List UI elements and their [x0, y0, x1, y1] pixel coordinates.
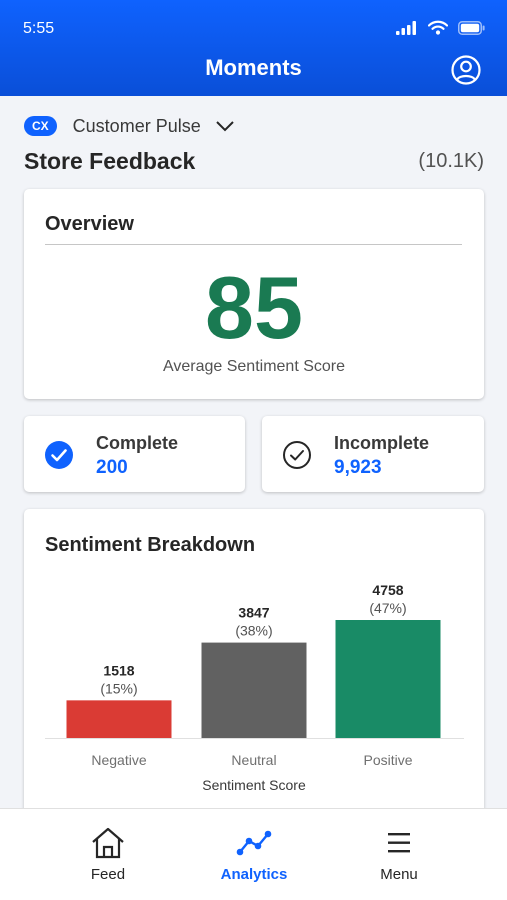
x-tick-negative: Negative — [91, 752, 146, 768]
checkmark-outline-icon — [283, 441, 311, 469]
wifi-icon — [428, 20, 448, 35]
battery-icon — [458, 20, 485, 35]
status-icons — [396, 20, 485, 35]
sentiment-bar-chart: 1518 (15%) Negative 3847 (38%) Neutral 4758 (47… — [45, 582, 464, 793]
overview-divider — [45, 244, 462, 245]
bar-percent-positive: (47%) — [369, 600, 406, 616]
tab-feed-label: Feed — [90, 866, 126, 883]
bar-neutral — [201, 642, 307, 738]
breakdown-title: Sentiment Breakdown — [45, 534, 256, 556]
tab-feed[interactable]: Feed — [48, 809, 168, 900]
score-label: Average Sentiment Score — [162, 358, 346, 375]
tab-menu[interactable]: Menu — [339, 809, 459, 900]
complete-stat-card[interactable]: Complete 200 — [24, 416, 245, 492]
cellular-signal-icon — [396, 20, 416, 35]
analytics-line-icon — [236, 830, 272, 856]
complete-value: 200 — [96, 457, 128, 478]
incomplete-label: Incomplete — [334, 433, 430, 453]
tab-analytics-label: Analytics — [220, 866, 288, 883]
bar-percent-neutral: (38%) — [235, 623, 272, 639]
context-selector[interactable]: CX Customer Pulse — [24, 115, 235, 137]
bar-value-negative: 1518 — [103, 662, 134, 678]
bar-negative — [66, 700, 172, 738]
cx-badge: CX — [24, 116, 57, 136]
tab-menu-label: Menu — [380, 866, 418, 883]
overview-title: Overview — [45, 213, 134, 235]
bottom-tab-bar: Feed Analytics Menu — [0, 808, 507, 900]
home-icon — [92, 827, 124, 859]
incomplete-stat-card[interactable]: Incomplete 9,923 — [262, 416, 484, 492]
x-tick-positive: Positive — [363, 752, 412, 768]
header-title: Moments — [205, 55, 302, 80]
bar-percent-negative: (15%) — [100, 680, 137, 696]
bar-positive — [335, 620, 441, 738]
overview-card: Overview 85 Average Sentiment Score — [24, 189, 484, 399]
tab-analytics[interactable]: Analytics — [194, 809, 314, 900]
store-title: Store Feedback — [24, 148, 196, 174]
user-profile-icon[interactable] — [450, 54, 482, 86]
complete-label: Complete — [96, 433, 179, 453]
bar-value-positive: 4758 — [372, 582, 403, 598]
average-sentiment-score: 85 — [205, 258, 303, 357]
bar-value-neutral: 3847 — [238, 605, 269, 621]
chevron-down-icon — [216, 121, 234, 132]
x-tick-neutral: Neutral — [231, 752, 276, 768]
sentiment-breakdown-card: Sentiment Breakdown 1518 (15%) Negative 384… — [24, 509, 484, 819]
x-axis-label: Sentiment Score — [202, 777, 306, 793]
context-name: Customer Pulse — [72, 115, 201, 136]
status-time: 5:55 — [23, 20, 55, 37]
checkmark-filled-icon — [45, 441, 73, 469]
store-count: (10.1K) — [418, 150, 484, 172]
hamburger-menu-icon — [388, 833, 410, 853]
app-header: 5:55 Moments — [0, 0, 507, 96]
incomplete-value: 9,923 — [334, 457, 382, 478]
